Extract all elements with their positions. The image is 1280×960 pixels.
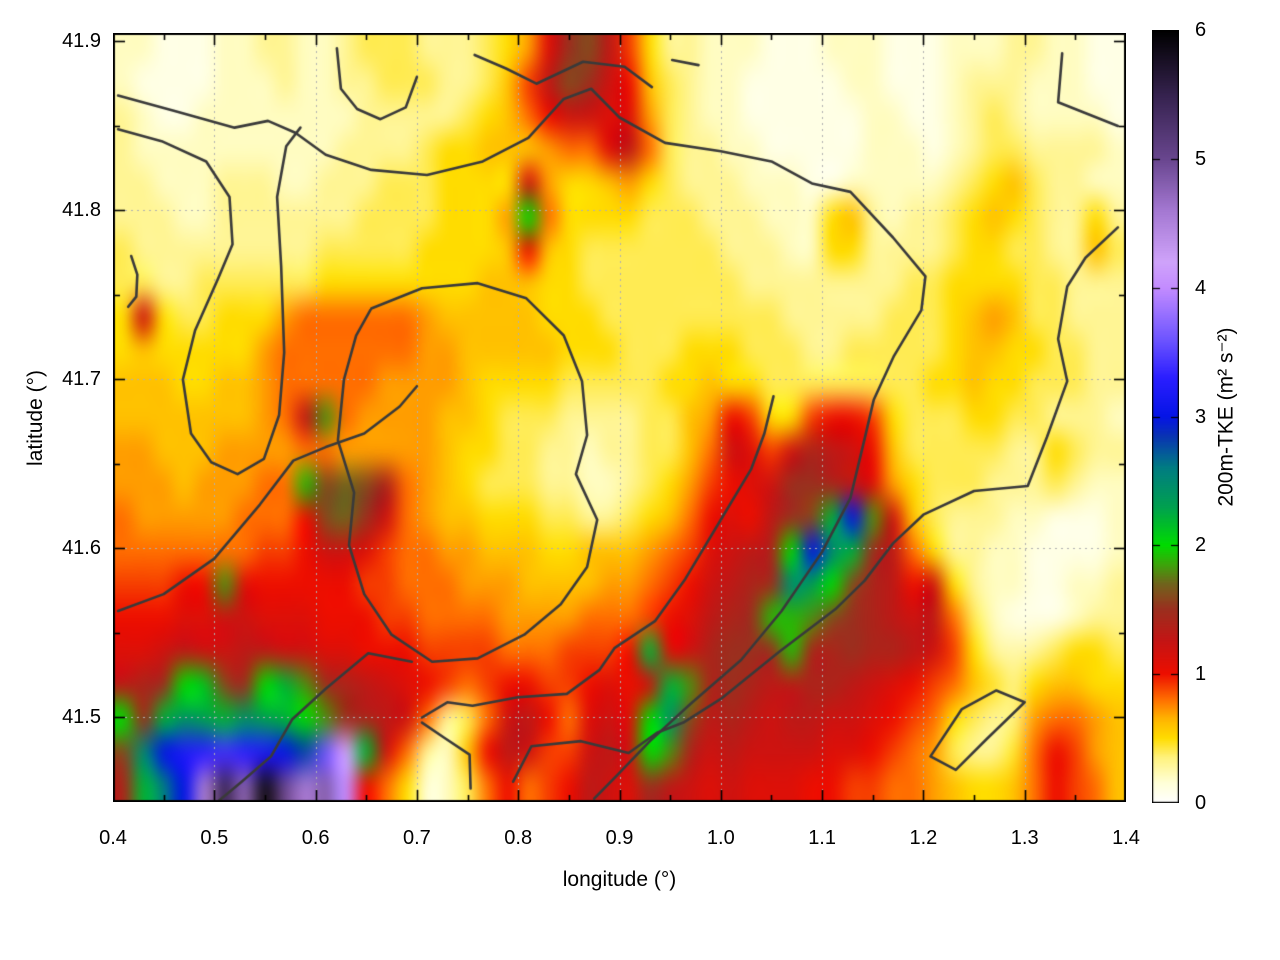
heatmap-plot-canvas xyxy=(113,33,1126,802)
x-tick-label-1.4: 1.4 xyxy=(1112,827,1140,849)
colorbar-tick-label-1: 1 xyxy=(1195,663,1207,686)
colorbar-tick-label-5: 5 xyxy=(1195,147,1207,170)
y-tick-label-41.5: 41.5 xyxy=(62,706,101,729)
y-tick-label-41.9: 41.9 xyxy=(62,30,101,53)
x-tick-label-1.3: 1.3 xyxy=(1010,827,1039,849)
y-tick-label-41.8: 41.8 xyxy=(62,199,101,222)
x-tick-label-0.9: 0.9 xyxy=(605,827,634,849)
x-tick-label-1.0: 1.0 xyxy=(706,827,735,849)
colorbar-tick-label-3: 3 xyxy=(1195,405,1207,428)
colorbar-tick-label-2: 2 xyxy=(1195,534,1207,557)
colorbar-canvas xyxy=(1152,30,1179,803)
colorbar-tick-label-6: 6 xyxy=(1195,19,1207,41)
y-axis-title: latitude (°) xyxy=(24,369,47,466)
colorbar-tick-label-0: 0 xyxy=(1195,792,1207,814)
x-tick-label-0.5: 0.5 xyxy=(200,827,229,849)
x-tick-label-1.1: 1.1 xyxy=(808,827,836,849)
x-tick-label-1.2: 1.2 xyxy=(909,827,938,849)
x-tick-label-0.6: 0.6 xyxy=(301,827,330,849)
x-tick-label-0.4: 0.4 xyxy=(99,827,127,849)
x-tick-label-0.7: 0.7 xyxy=(402,827,431,849)
colorbar-tick-label-4: 4 xyxy=(1195,276,1207,299)
y-tick-label-41.6: 41.6 xyxy=(62,537,101,560)
y-tick-label-41.7: 41.7 xyxy=(62,368,101,391)
colorbar-title: 200m-TKE (m² s⁻²) xyxy=(1214,326,1238,507)
x-tick-label-0.8: 0.8 xyxy=(504,827,533,849)
x-axis-title: longitude (°) xyxy=(562,868,677,891)
